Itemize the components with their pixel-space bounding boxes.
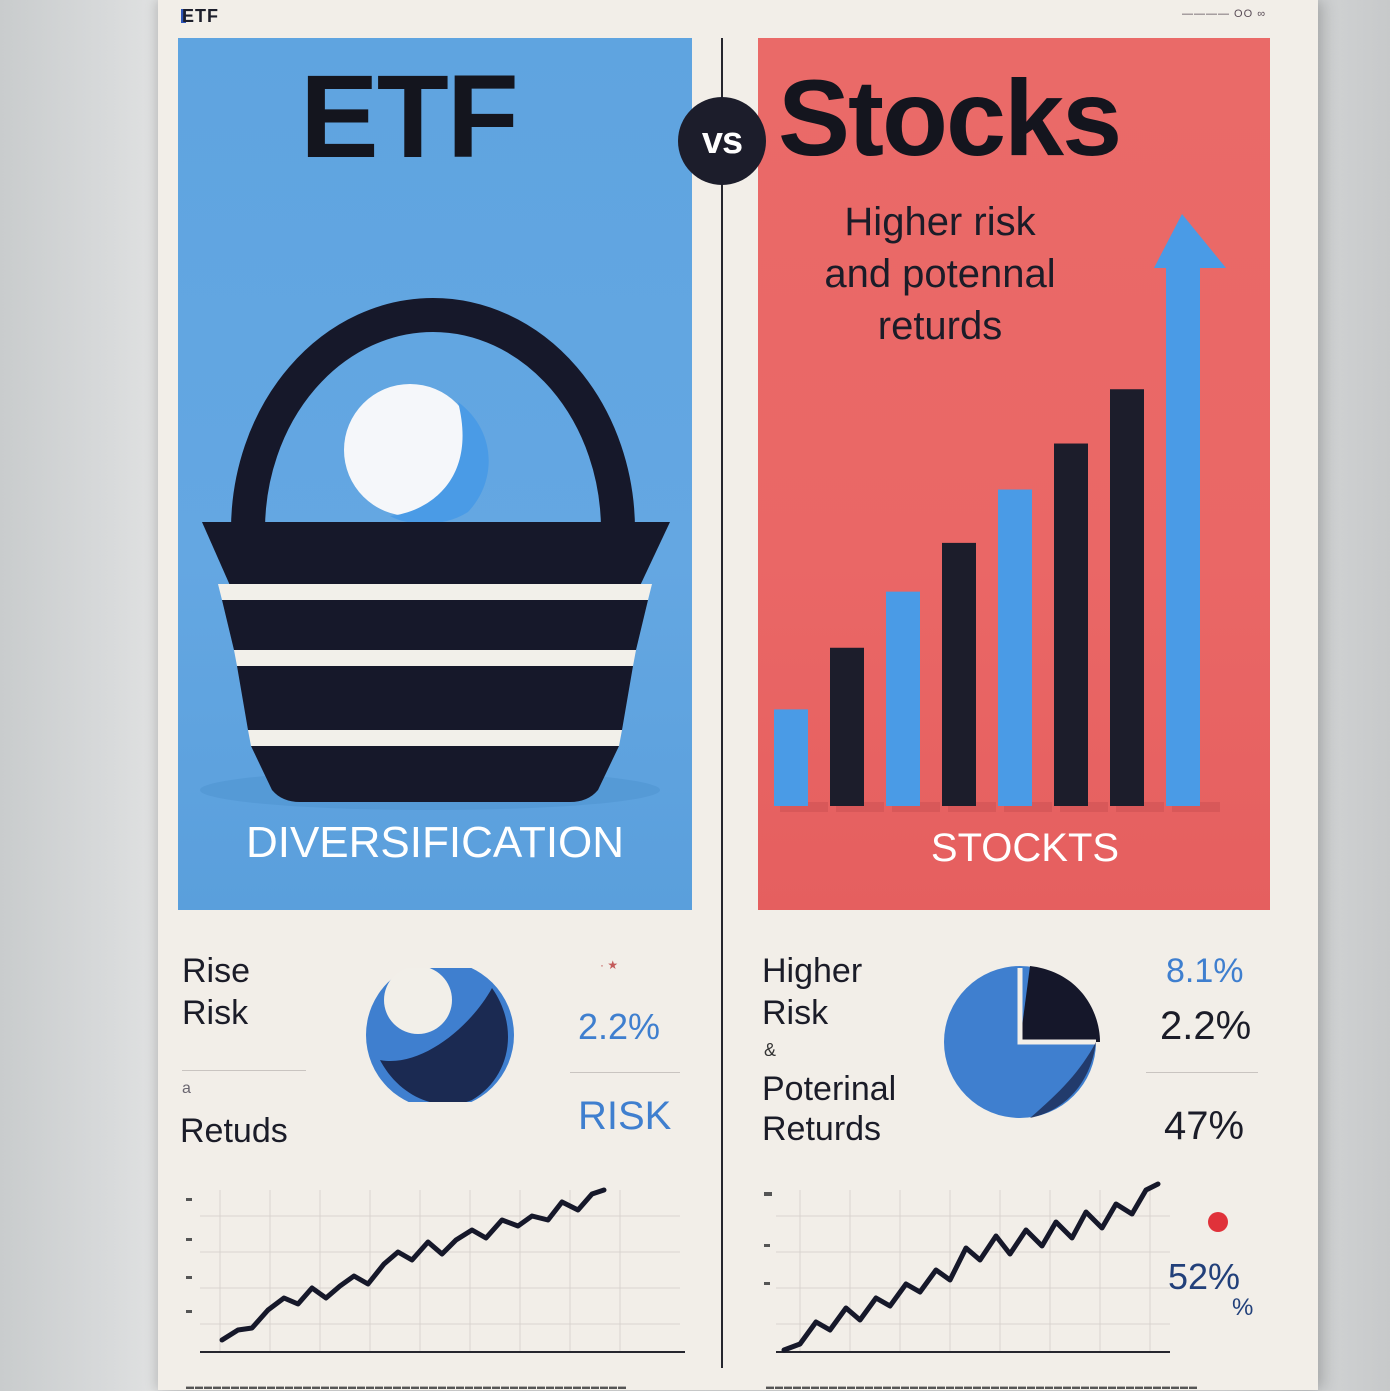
stocks-trend-line xyxy=(781,1181,1161,1353)
bar-group xyxy=(774,263,1220,812)
chart-grid xyxy=(776,1190,1170,1352)
etf-pie-icon xyxy=(366,968,514,1102)
etf-line-chart xyxy=(186,1187,685,1353)
vs-badge: vs xyxy=(678,97,766,185)
stocks-pct-1: 8.1% xyxy=(1166,952,1244,990)
etf-caption: DIVERSIFICATION xyxy=(245,818,625,867)
stocks-caption: STOCKTS xyxy=(930,826,1120,870)
bar-mark xyxy=(1054,443,1088,806)
etf-label-rise: Rise xyxy=(182,952,251,990)
stocks-label-returns: Returds xyxy=(762,1110,882,1148)
basket-icon xyxy=(200,298,670,810)
etf-trend-line xyxy=(219,1187,607,1343)
header-right-marks: ———— OO ∞ xyxy=(1182,8,1267,20)
chart-grid xyxy=(200,1190,680,1352)
stocks-pct-4-sub: % xyxy=(1232,1294,1254,1321)
brand-mark xyxy=(181,9,186,23)
stocks-subtitle-line: and potennal xyxy=(824,252,1056,296)
bar-shadow xyxy=(836,802,884,812)
stocks-bar-chart xyxy=(774,214,1226,812)
etf-title: ETF xyxy=(300,51,519,183)
bar-shadow xyxy=(1172,802,1220,812)
bar-mark xyxy=(942,542,976,806)
stocks-title: Stocks xyxy=(778,57,1122,178)
bar-shadow xyxy=(948,802,996,812)
stocks-pct-3: 47% xyxy=(1164,1104,1245,1148)
red-dot-icon xyxy=(1208,1212,1228,1232)
stocks-label-higher: Higher xyxy=(762,952,863,990)
axis-tick-marks xyxy=(186,1198,192,1313)
etf-label-returns: Retuds xyxy=(180,1112,288,1150)
bar-shadow xyxy=(1004,802,1052,812)
stocks-pie-icon xyxy=(944,966,1100,1118)
bar-mark xyxy=(998,489,1032,806)
up-arrow-icon xyxy=(1154,214,1226,268)
divider-line xyxy=(570,1072,680,1073)
etf-label-risk: Risk xyxy=(182,994,249,1032)
etf-label-small: a xyxy=(182,1080,191,1097)
bar-mark xyxy=(1166,263,1200,806)
bar-mark xyxy=(830,647,864,806)
bar-mark xyxy=(1110,389,1144,806)
etf-pct-top: 2.2% xyxy=(578,1006,661,1047)
stocks-pct-2: 2.2% xyxy=(1160,1004,1252,1048)
footer-fineprint: ▬▬▬▬▬▬▬▬▬▬▬▬▬▬▬▬▬▬▬▬▬▬▬▬▬▬▬▬▬▬▬▬▬▬▬▬▬▬▬▬… xyxy=(186,1382,627,1391)
stocks-label-potential: Poterinal xyxy=(762,1070,897,1108)
divider-line xyxy=(1146,1072,1258,1073)
bar-mark xyxy=(886,591,920,806)
stocks-label-risk: Risk xyxy=(762,994,829,1032)
bar-shadow xyxy=(1060,802,1108,812)
etf-pct-note: · ★ xyxy=(600,958,619,972)
bar-shadow xyxy=(892,802,940,812)
stocks-subtitle-line: Higher risk xyxy=(844,200,1036,244)
stocks-pct-4: 52% xyxy=(1168,1256,1241,1297)
bar-shadow xyxy=(780,802,828,812)
divider-line xyxy=(182,1070,306,1071)
center-divider xyxy=(721,38,723,1368)
bar-mark xyxy=(774,709,808,806)
etf-risk-label: RISK xyxy=(578,1094,672,1138)
bar-shadow xyxy=(1116,802,1164,812)
axis-tick-marks xyxy=(764,1192,772,1285)
stocks-line-chart xyxy=(764,1181,1170,1353)
stocks-subtitle-line: returds xyxy=(877,304,1003,348)
stocks-subtitle: Higher risk and potennal returds xyxy=(790,196,1090,352)
stocks-label-amp: & xyxy=(764,1040,777,1060)
footer-fineprint: ▬▬▬▬▬▬▬▬▬▬▬▬▬▬▬▬▬▬▬▬▬▬▬▬▬▬▬▬▬▬▬▬▬▬▬▬▬▬▬▬… xyxy=(766,1382,1198,1391)
brand-label: ETF xyxy=(182,6,219,26)
